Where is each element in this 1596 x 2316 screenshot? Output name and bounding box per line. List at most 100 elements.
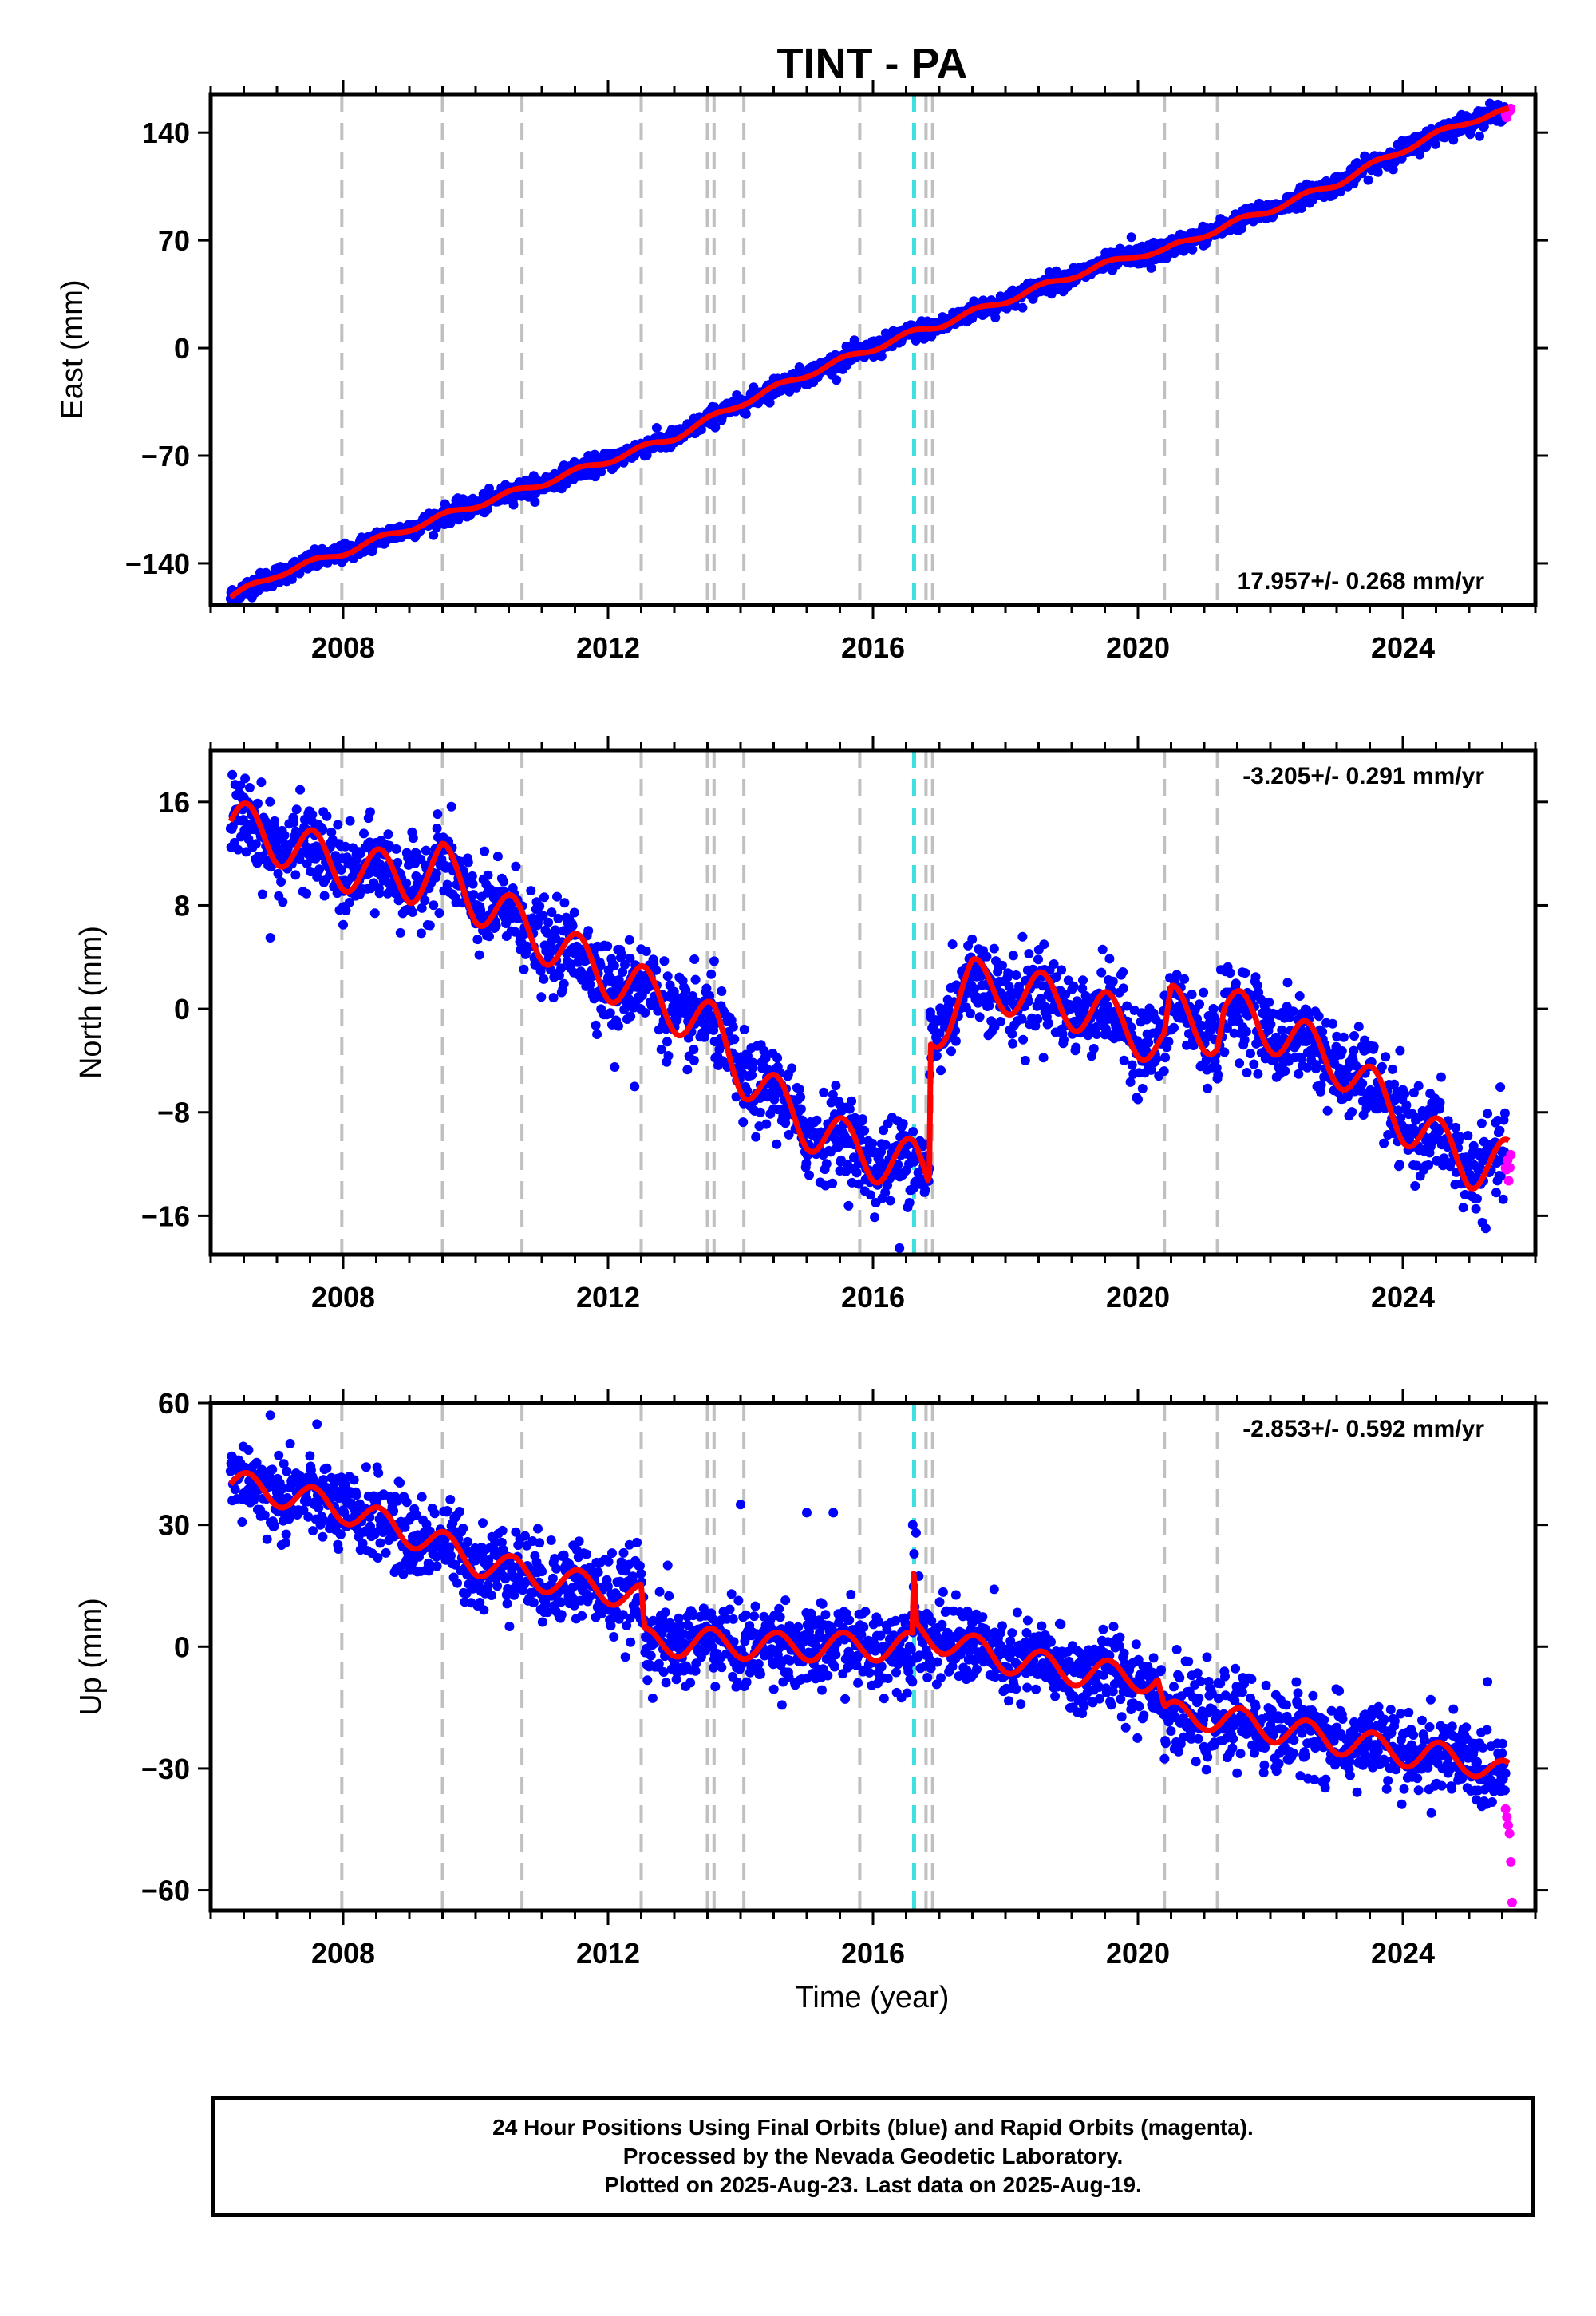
data-point — [1357, 1078, 1368, 1089]
data-point — [1023, 996, 1033, 1006]
data-point — [772, 1139, 782, 1149]
data-point — [344, 897, 354, 907]
data-point — [550, 925, 560, 935]
data-point — [1448, 135, 1459, 145]
data-point — [314, 1503, 324, 1513]
data-point — [747, 1070, 757, 1081]
data-point — [1033, 1014, 1043, 1024]
data-point — [1322, 1105, 1333, 1116]
data-point — [826, 1097, 836, 1108]
data-point — [893, 1160, 903, 1170]
data-point — [764, 397, 775, 408]
data-point — [895, 1243, 905, 1253]
x-tick-label: 2020 — [1106, 1281, 1170, 1314]
data-point — [844, 1104, 855, 1114]
data-point — [322, 811, 332, 821]
data-point — [610, 1062, 620, 1073]
data-point — [801, 1158, 812, 1168]
data-point — [706, 969, 717, 979]
data-point — [432, 824, 442, 833]
data-point — [1020, 1055, 1030, 1065]
data-point — [336, 1472, 346, 1483]
data-point — [879, 1125, 888, 1136]
data-point — [1049, 959, 1059, 969]
data-point — [318, 1531, 328, 1542]
data-point — [1104, 954, 1115, 964]
data-point — [908, 1127, 918, 1137]
data-point — [596, 467, 606, 477]
data-point — [934, 1028, 945, 1038]
data-point — [1102, 1001, 1112, 1011]
data-point — [626, 1011, 636, 1022]
data-point — [672, 1014, 682, 1025]
data-point — [389, 1506, 399, 1516]
data-point — [553, 913, 563, 923]
data-point — [1171, 970, 1182, 980]
x-tick-label: 2012 — [576, 631, 640, 664]
data-point — [556, 963, 567, 974]
data-point — [1004, 982, 1014, 992]
data-point — [1007, 1029, 1017, 1039]
data-point — [227, 769, 238, 780]
data-point — [794, 362, 804, 372]
data-point — [717, 986, 727, 996]
data-point — [257, 889, 267, 899]
data-point — [1389, 1079, 1400, 1089]
final-orbit-points — [225, 1410, 1511, 1818]
data-point — [821, 1159, 832, 1169]
data-point — [538, 911, 548, 921]
data-point — [738, 1117, 749, 1128]
data-point — [351, 1490, 361, 1500]
data-point — [796, 1104, 806, 1114]
data-point — [474, 950, 484, 960]
y-tick-label: 0 — [174, 332, 190, 365]
data-point — [1400, 1089, 1410, 1099]
data-point — [535, 901, 545, 911]
data-point — [592, 1030, 602, 1039]
data-point — [429, 900, 439, 911]
data-point — [849, 335, 859, 346]
data-point — [1039, 939, 1049, 950]
data-point — [739, 1024, 749, 1034]
data-point — [1249, 1059, 1259, 1069]
data-point — [539, 892, 549, 903]
data-point — [340, 841, 350, 852]
data-point — [1253, 1069, 1263, 1079]
data-point — [998, 960, 1007, 970]
data-point — [760, 1053, 771, 1064]
data-point — [1410, 1181, 1420, 1191]
data-point — [1208, 1004, 1219, 1014]
data-point — [305, 1451, 315, 1461]
data-point — [748, 1057, 758, 1068]
data-point — [1146, 263, 1156, 273]
data-point — [1379, 1138, 1389, 1148]
data-point — [434, 908, 444, 919]
data-point — [1159, 1066, 1169, 1077]
data-point — [1127, 1060, 1137, 1070]
data-point — [1219, 1047, 1230, 1057]
data-point — [1017, 302, 1028, 313]
data-point — [1349, 1045, 1359, 1056]
data-point — [1213, 1069, 1223, 1080]
data-point — [519, 964, 529, 974]
data-point — [483, 870, 493, 880]
y-tick-label: 70 — [158, 224, 190, 257]
data-point — [1377, 1061, 1387, 1072]
data-point — [290, 870, 301, 880]
data-point — [1353, 1022, 1364, 1032]
data-point — [974, 1012, 985, 1022]
data-point — [253, 798, 263, 808]
data-point — [1118, 967, 1128, 977]
data-point — [279, 830, 290, 840]
data-point — [420, 895, 430, 906]
data-point — [240, 773, 251, 784]
data-point — [1242, 1068, 1252, 1077]
data-point — [1239, 1035, 1250, 1045]
data-point — [1018, 1034, 1029, 1045]
x-tick-label: 2016 — [841, 1281, 905, 1314]
data-point — [1412, 1160, 1422, 1171]
data-point — [1369, 1041, 1379, 1052]
data-point — [1282, 978, 1293, 988]
data-point — [1119, 1055, 1129, 1065]
data-point — [1246, 1049, 1255, 1059]
